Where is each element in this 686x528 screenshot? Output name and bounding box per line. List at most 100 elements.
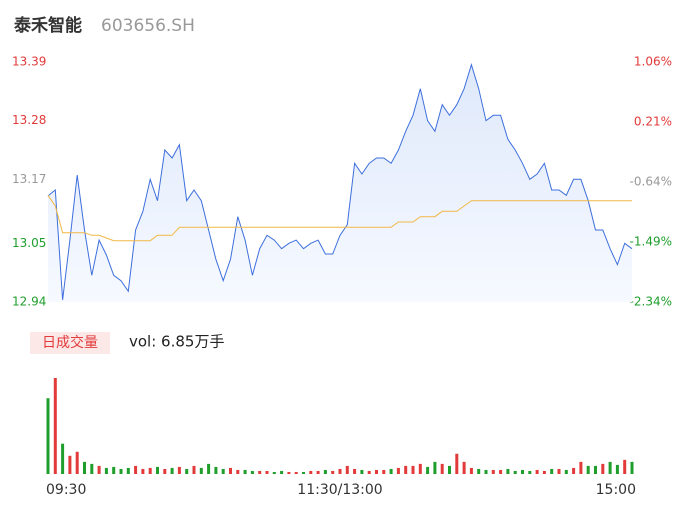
volume-bar [579, 461, 583, 474]
chart-title: 泰禾智能 [14, 15, 82, 36]
volume-bar [469, 467, 473, 474]
volume-bar [506, 468, 510, 474]
volume-bar [404, 465, 408, 474]
y2-tick-label: 1.06% [634, 55, 672, 69]
volume-bar [411, 465, 415, 474]
volume-bar [243, 469, 247, 474]
volume-bar [90, 463, 94, 474]
volume-bar [316, 470, 320, 474]
volume-bar [97, 465, 101, 474]
x-tick-label: 09:30 [46, 482, 86, 498]
volume-bar [484, 469, 488, 474]
volume-bar [608, 461, 612, 474]
volume-bar [294, 471, 298, 474]
y-tick-label: 13.39 [12, 55, 46, 69]
volume-label: 日成交量 [42, 334, 98, 351]
volume-bar [601, 463, 605, 474]
volume-bar [615, 464, 619, 474]
x-tick-label: 15:00 [596, 482, 636, 498]
volume-bar [192, 465, 196, 474]
volume-bar [535, 469, 539, 474]
y2-tick-label: -0.64% [630, 175, 672, 189]
volume-bar [156, 466, 159, 474]
volume-bar [207, 463, 211, 474]
average-line [47, 195, 632, 242]
volume-bar [564, 469, 568, 474]
volume-bar [250, 470, 254, 474]
volume-bar [61, 443, 65, 474]
volume-bar [236, 469, 240, 474]
volume-bar [148, 467, 152, 474]
volume-bar [345, 465, 349, 474]
volume-bar [221, 468, 225, 474]
volume-bar [199, 467, 203, 474]
volume-bar [367, 470, 371, 474]
volume-bar [302, 471, 305, 474]
volume-bar [353, 468, 357, 474]
volume-bar [214, 466, 218, 474]
volume-bar [455, 453, 459, 474]
volume-bar [623, 459, 627, 474]
volume-bar [338, 468, 342, 474]
price-area [48, 64, 632, 302]
y-tick-label: 13.05 [12, 236, 46, 250]
volume-bar [265, 470, 269, 474]
volume-bar [630, 461, 634, 474]
y-tick-label: 13.28 [12, 113, 46, 127]
volume-bar [418, 463, 422, 474]
volume-bar [331, 470, 335, 474]
volume-bar [134, 465, 138, 474]
volume-bar [521, 469, 524, 474]
volume-bar [594, 465, 597, 474]
volume-bar [477, 468, 481, 474]
y2-tick-label: 0.21% [634, 115, 672, 129]
y2-tick-label: -1.49% [630, 235, 672, 249]
volume-bar [126, 467, 130, 474]
volume-bar [46, 398, 50, 474]
volume-bar [389, 468, 393, 474]
y2-tick-label: -2.34% [630, 295, 672, 309]
volume-bar [491, 469, 495, 474]
volume-bar [375, 469, 378, 474]
volume-bar [272, 471, 276, 474]
y-tick-label: 12.94 [12, 295, 46, 309]
volume-bar [396, 467, 400, 474]
volume-bar [170, 467, 174, 474]
volume-bar [104, 467, 108, 474]
volume-bar [528, 470, 532, 474]
volume-bar [163, 468, 167, 474]
volume-text: vol: 6.85万手 [129, 333, 224, 351]
x-tick-label: 11:30/13:00 [297, 482, 382, 498]
volume-bar [572, 467, 576, 474]
y-tick-label: 13.17 [12, 172, 46, 186]
chart-subtitle: 603656.SH [101, 16, 195, 36]
volume-bar [185, 468, 189, 474]
price-line [47, 62, 633, 300]
volume-bar [141, 468, 145, 474]
volume-bar [440, 463, 444, 474]
volume-bar [513, 470, 517, 474]
volume-bar [280, 470, 284, 474]
volume-bar [75, 451, 79, 474]
volume-bar [557, 468, 561, 474]
volume-bar [462, 461, 466, 474]
volume-bar [382, 469, 386, 474]
volume-bar [550, 468, 554, 474]
volume-bar [68, 455, 72, 474]
volume-bar [53, 378, 57, 474]
volume-bar [433, 461, 437, 474]
volume-bar [542, 470, 546, 474]
volume-bar [360, 469, 364, 474]
volume-bar [112, 466, 116, 474]
volume-bar [586, 465, 590, 474]
volume-bar [323, 469, 327, 474]
volume-badge [30, 332, 110, 354]
volume-bar [119, 468, 123, 474]
volume-bar [258, 470, 262, 474]
volume-bar [83, 461, 86, 474]
volume-bar [426, 466, 430, 474]
volume-bar [309, 470, 313, 474]
volume-bar [177, 466, 181, 474]
volume-bar [229, 467, 232, 474]
